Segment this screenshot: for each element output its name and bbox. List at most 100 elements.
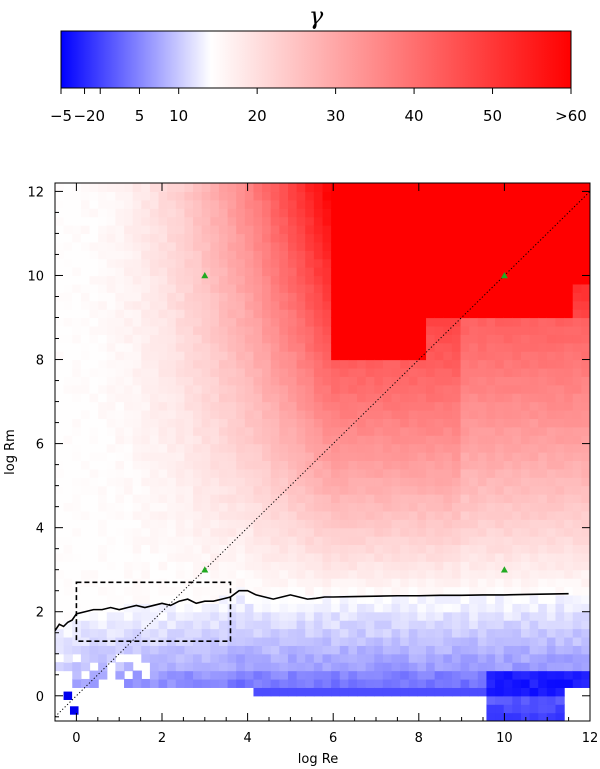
heatmap-cell (426, 325, 436, 335)
heatmap-cell (305, 183, 315, 193)
heatmap-cell (313, 670, 324, 680)
heatmap-cell (564, 376, 574, 386)
heatmap-cell (262, 502, 272, 512)
heatmap-cell (564, 460, 574, 470)
heatmap-cell (279, 283, 289, 293)
heatmap-cell (132, 485, 142, 495)
heatmap-cell (305, 283, 315, 293)
heatmap-cell (339, 393, 349, 403)
heatmap-cell (555, 283, 565, 293)
heatmap-cell (400, 468, 410, 478)
heatmap-cell (443, 452, 453, 462)
heatmap-cell (339, 309, 349, 319)
heatmap-cell (253, 376, 263, 386)
heatmap-cell (227, 283, 237, 293)
heatmap-cell (451, 645, 462, 655)
heatmap-cell (279, 460, 289, 470)
heatmap-cell (365, 611, 375, 621)
heatmap-cell (426, 418, 436, 428)
heatmap-cell (253, 325, 263, 335)
heatmap-cell (80, 275, 91, 285)
heatmap-cell (270, 241, 280, 251)
heatmap-cell (477, 636, 488, 646)
heatmap-cell (287, 578, 298, 588)
heatmap-cell (400, 267, 410, 277)
heatmap-cell (201, 208, 211, 218)
heatmap-cell (400, 309, 410, 319)
heatmap-cell (512, 418, 522, 428)
heatmap-cell (555, 510, 565, 520)
heatmap-cell (244, 183, 255, 193)
heatmap-cell (124, 536, 134, 546)
heatmap-cell (149, 342, 160, 352)
heatmap-cell (581, 452, 590, 462)
heatmap-cell (495, 544, 505, 554)
heatmap-cell (382, 435, 393, 445)
heatmap-cell (55, 225, 65, 235)
heatmap-cell (305, 250, 315, 260)
heatmap-cell (80, 645, 91, 655)
heatmap-cell (296, 443, 306, 453)
heatmap-cell (408, 502, 419, 512)
heatmap-cell (132, 409, 142, 419)
heatmap-cell (55, 216, 65, 226)
heatmap-cell (158, 359, 168, 369)
heatmap-cell (503, 611, 513, 621)
heatmap-cell (382, 334, 393, 344)
heatmap-cell (124, 300, 134, 310)
heatmap-cell (236, 384, 246, 394)
heatmap-cell (244, 325, 255, 335)
heatmap-cell (520, 586, 531, 596)
heatmap-cell (262, 426, 272, 436)
heatmap-cell (158, 342, 168, 352)
heatmap-cell (89, 359, 99, 369)
heatmap-cell (365, 620, 375, 630)
heatmap-cell (227, 258, 237, 268)
heatmap-cell (382, 485, 393, 495)
heatmap-cell (89, 191, 99, 201)
heatmap-cell (218, 317, 229, 327)
heatmap-cell (391, 552, 401, 562)
heatmap-cell (244, 283, 255, 293)
heatmap-cell (80, 418, 91, 428)
heatmap-cell (443, 628, 453, 638)
heatmap-cell (106, 452, 117, 462)
heatmap-cell (538, 561, 548, 571)
heatmap-cell (296, 435, 306, 445)
heatmap-cell (374, 300, 384, 310)
heatmap-cell (451, 620, 462, 630)
heatmap-cell (520, 208, 531, 218)
heatmap-cell (175, 502, 186, 512)
heatmap-cell (374, 678, 384, 688)
heatmap-cell (581, 443, 590, 453)
heatmap-cell (572, 645, 582, 655)
heatmap-cell (106, 645, 117, 655)
heatmap-cell (193, 376, 203, 386)
heatmap-cell (400, 561, 410, 571)
heatmap-cell (512, 678, 522, 688)
heatmap-cell (339, 367, 349, 377)
heatmap-cell (89, 611, 99, 621)
heatmap-cell (451, 401, 462, 411)
heatmap-cell (270, 435, 280, 445)
heatmap-cell (503, 704, 513, 714)
heatmap-cell (503, 468, 513, 478)
heatmap-cell (55, 561, 65, 571)
heatmap-cell (270, 477, 280, 487)
heatmap-cell (581, 191, 590, 201)
heatmap-cell (124, 191, 134, 201)
heatmap-cell (313, 342, 324, 352)
heatmap-cell (520, 477, 531, 487)
heatmap-cell (55, 401, 65, 411)
heatmap-cell (313, 334, 324, 344)
heatmap-cell (503, 199, 513, 209)
heatmap-cell (417, 258, 427, 268)
heatmap-cell (477, 435, 488, 445)
heatmap-cell (141, 502, 151, 512)
heatmap-cell (80, 603, 91, 613)
heatmap-cell (296, 687, 306, 697)
heatmap-cell (184, 477, 194, 487)
heatmap-cell (391, 317, 401, 327)
heatmap-cell (287, 628, 298, 638)
